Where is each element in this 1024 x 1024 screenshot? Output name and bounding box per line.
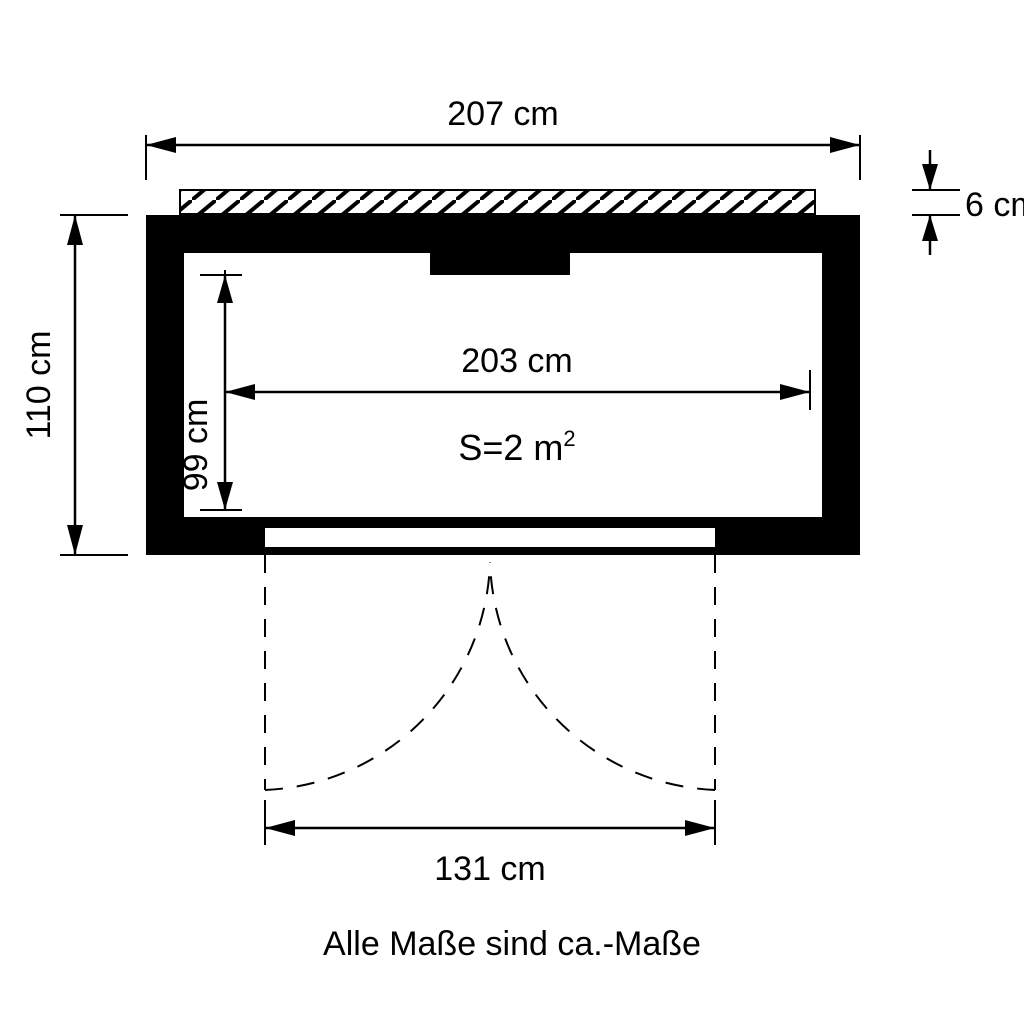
dim-label-inner-height: 99 cm bbox=[177, 399, 215, 492]
hatched-roof-strip bbox=[180, 190, 815, 214]
dimension-door-width: 131 cm bbox=[265, 800, 715, 888]
dim-label-door-width: 131 cm bbox=[434, 850, 546, 888]
dimension-wall-thickness: 6 cm bbox=[912, 150, 1024, 255]
dimension-outer-height: 110 cm bbox=[20, 215, 128, 555]
dim-label-wall-thickness: 6 cm bbox=[965, 186, 1024, 224]
approx-note: Alle Maße sind ca.-Maße bbox=[323, 925, 701, 963]
dimension-outer-width: 207 cm bbox=[146, 95, 860, 180]
door-swing bbox=[265, 555, 715, 790]
dim-label-inner-width: 203 cm bbox=[461, 342, 573, 380]
dim-label-outer-width: 207 cm bbox=[447, 95, 559, 133]
area-label: S=2 m2 bbox=[458, 426, 575, 468]
dim-label-outer-height: 110 cm bbox=[20, 331, 58, 440]
